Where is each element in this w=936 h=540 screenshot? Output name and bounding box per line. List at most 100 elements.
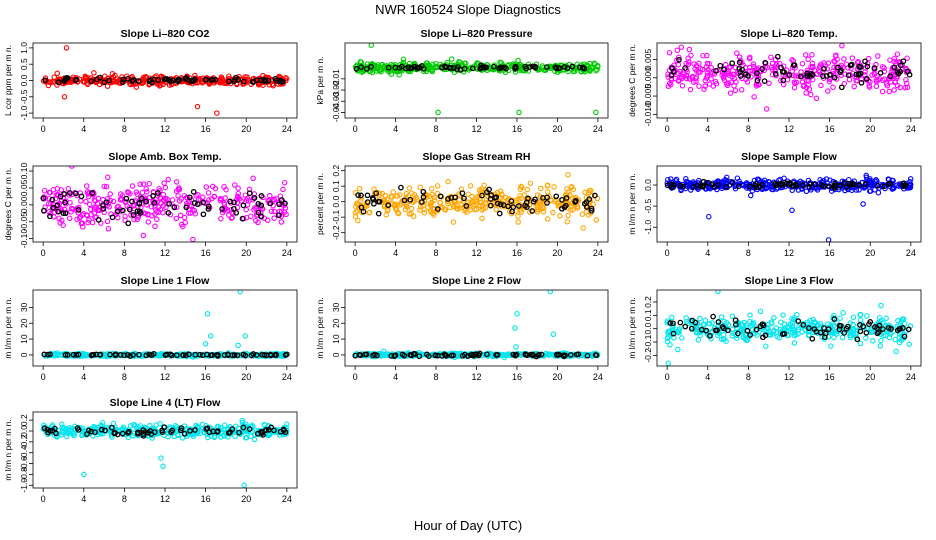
reference-point: [900, 58, 907, 65]
data-point: [701, 86, 707, 92]
reference-point: [821, 334, 828, 341]
data-point: [408, 205, 415, 212]
data-point: [197, 428, 204, 434]
data-point: [700, 321, 706, 328]
x-tick-label: 4: [393, 372, 398, 382]
reference-point: [523, 65, 530, 72]
reference-point: [358, 64, 364, 70]
reference-point: [561, 353, 567, 360]
data-point: [697, 315, 703, 322]
x-tick-label: 0: [353, 124, 358, 134]
data-point: [410, 213, 417, 220]
reference-point: [40, 195, 47, 202]
reference-point: [729, 179, 735, 186]
reference-point: [781, 330, 788, 337]
data-point: [840, 310, 846, 316]
data-point: [804, 67, 811, 74]
y-tick-label: 0.10: [19, 163, 29, 180]
reference-point: [151, 200, 158, 206]
data-point: [706, 320, 712, 327]
data-point: [157, 420, 163, 427]
data-point: [175, 432, 181, 439]
data-point: [95, 207, 101, 213]
data-point: [467, 183, 474, 189]
reference-point: [371, 200, 377, 207]
data-point: [467, 200, 474, 207]
data-point: [799, 60, 806, 67]
data-point: [444, 198, 451, 205]
data-point: [808, 91, 814, 98]
x-tick-label: 20: [241, 494, 251, 504]
data-point: [721, 331, 727, 338]
data-point: [893, 348, 899, 355]
reference-point: [469, 65, 476, 72]
data-point: [668, 81, 674, 88]
data-point: [114, 76, 121, 82]
reference-point: [183, 204, 190, 211]
data-point: [464, 209, 470, 216]
reference-point: [529, 208, 536, 214]
data-point: [771, 315, 777, 321]
reference-point: [98, 426, 105, 433]
reference-point: [891, 64, 898, 71]
data-point: [55, 205, 62, 212]
data-point: [513, 208, 519, 214]
reference-point: [735, 330, 741, 337]
data-point: [570, 207, 576, 213]
reference-point: [516, 203, 522, 209]
data-point: [691, 326, 698, 333]
data-point: [133, 84, 140, 90]
reference-point: [857, 322, 863, 328]
reference-point: [866, 321, 872, 327]
data-point: [424, 65, 431, 71]
reference-point: [407, 196, 414, 203]
reference-point: [190, 188, 197, 195]
data-point: [94, 429, 101, 436]
reference-point: [876, 322, 883, 329]
data-point: [568, 183, 575, 190]
outlier-point: [214, 110, 220, 116]
data-point: [594, 62, 601, 69]
y-tick-label: 10: [331, 334, 341, 344]
x-tick-label: 0: [353, 248, 358, 258]
reference-point: [562, 352, 568, 359]
data-point: [218, 74, 225, 80]
data-point: [95, 195, 102, 202]
reference-point: [887, 73, 894, 80]
data-point: [104, 218, 111, 225]
data-point: [68, 427, 75, 433]
data-point: [841, 56, 847, 62]
reference-point: [848, 181, 854, 188]
reference-point: [401, 197, 408, 204]
data-point: [847, 329, 853, 335]
reference-point: [197, 351, 203, 358]
data-point: [593, 217, 600, 223]
data-point: [270, 82, 276, 89]
reference-point: [78, 193, 85, 200]
reference-point: [182, 75, 189, 82]
reference-point: [544, 64, 550, 70]
data-point: [518, 183, 524, 190]
y-tick-label: -0.6: [19, 456, 29, 471]
data-point: [71, 430, 77, 437]
data-point: [685, 55, 691, 62]
data-point: [864, 313, 870, 319]
data-point: [89, 219, 96, 226]
plot-frame: [32, 411, 298, 489]
reference-point: [143, 198, 149, 205]
data-point: [431, 197, 438, 203]
reference-point: [475, 352, 482, 359]
data-point: [702, 77, 709, 84]
data-point: [234, 193, 241, 200]
y-tick-label: -0.02: [331, 80, 341, 100]
reference-point: [258, 213, 264, 220]
reference-point: [375, 210, 382, 217]
x-tick-label: 20: [865, 372, 875, 382]
reference-point: [161, 424, 168, 431]
reference-point: [525, 195, 531, 202]
reference-point: [857, 64, 864, 70]
reference-point: [488, 192, 495, 198]
reference-point: [752, 182, 759, 189]
